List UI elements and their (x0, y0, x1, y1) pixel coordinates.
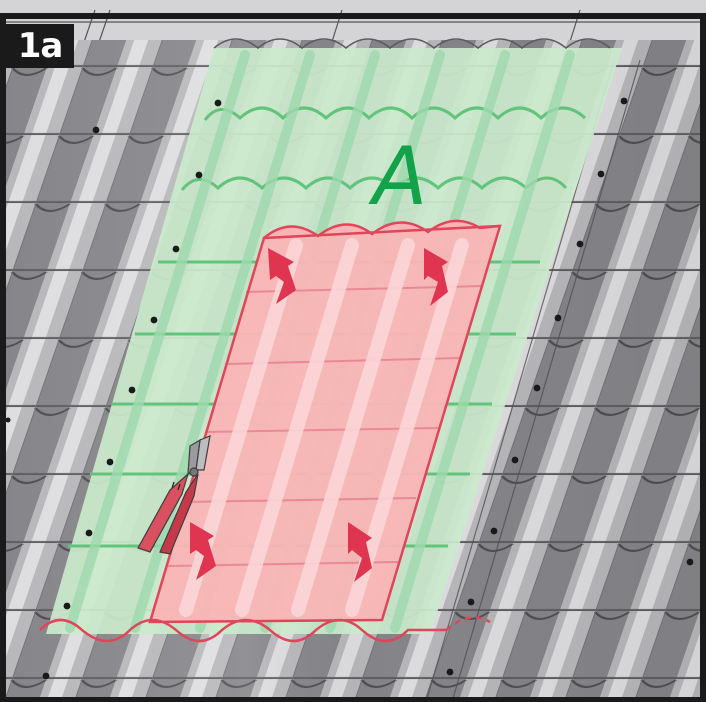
zone-label: A (372, 130, 428, 223)
eave-line (39, 618, 446, 643)
step-badge: 1a (6, 24, 74, 68)
direction-arrow-icon (424, 248, 448, 306)
direction-arrow-icon (268, 248, 296, 304)
direction-arrow-icon (190, 522, 216, 580)
direction-arrow-icon (348, 522, 372, 582)
nail-holes (5, 97, 694, 680)
